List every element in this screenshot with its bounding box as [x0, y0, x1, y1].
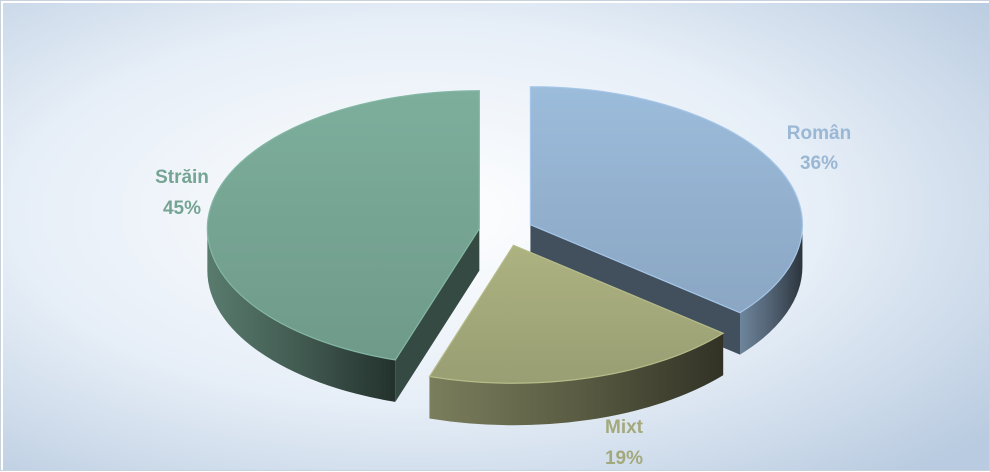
slice-name-strain: Străin [155, 167, 209, 188]
slice-name-mixt: Mixt [605, 417, 644, 438]
pie-slice-mixt [428, 244, 725, 426]
slice-percent-mixt: 19% [605, 448, 643, 469]
slice-percent-strain: 45% [163, 198, 201, 219]
pie-slice-strain [206, 90, 480, 402]
slice-name-roman: Român [787, 123, 851, 144]
slice-percent-roman: 36% [800, 153, 838, 174]
